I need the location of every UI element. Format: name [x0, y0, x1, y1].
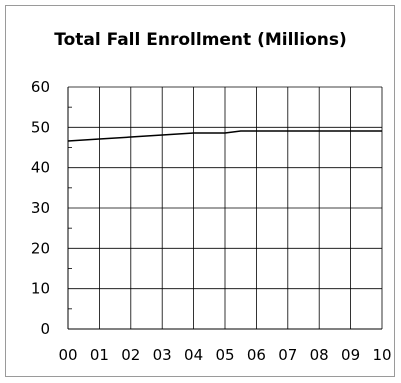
- y-tick-label-40: 40: [31, 159, 50, 177]
- x-tick-label-10: 10: [372, 346, 391, 364]
- x-tick-label-03: 03: [153, 346, 172, 364]
- y-tick-label-20: 20: [31, 239, 50, 257]
- gridlines: [68, 86, 383, 329]
- y-tick-label-10: 10: [31, 280, 50, 298]
- y-tick-label-30: 30: [31, 199, 50, 217]
- x-tick-label-09: 09: [341, 346, 360, 364]
- x-tick-label-05: 05: [215, 346, 234, 364]
- y-tick-labels: 0 10 20 30 40 50 60: [31, 78, 50, 338]
- x-tick-label-00: 00: [58, 346, 77, 364]
- x-tick-label-06: 06: [247, 346, 266, 364]
- y-tick-label-0: 0: [40, 320, 50, 338]
- x-tick-label-08: 08: [310, 346, 329, 364]
- y-tick-label-60: 60: [31, 78, 50, 96]
- chart-frame: [5, 5, 395, 377]
- axes: [67, 87, 382, 330]
- x-tick-label-01: 01: [90, 346, 109, 364]
- chart-title: Total Fall Enrollment (Millions): [54, 30, 347, 50]
- enrollment-line: [67, 130, 382, 142]
- x-tick-labels: 00 01 02 03 04 05 06 07 08 09 10: [58, 346, 391, 364]
- x-tick-label-04: 04: [184, 346, 203, 364]
- series: [67, 130, 382, 142]
- y-tick-label-50: 50: [31, 118, 50, 136]
- x-tick-label-07: 07: [278, 346, 297, 364]
- x-tick-label-02: 02: [121, 346, 140, 364]
